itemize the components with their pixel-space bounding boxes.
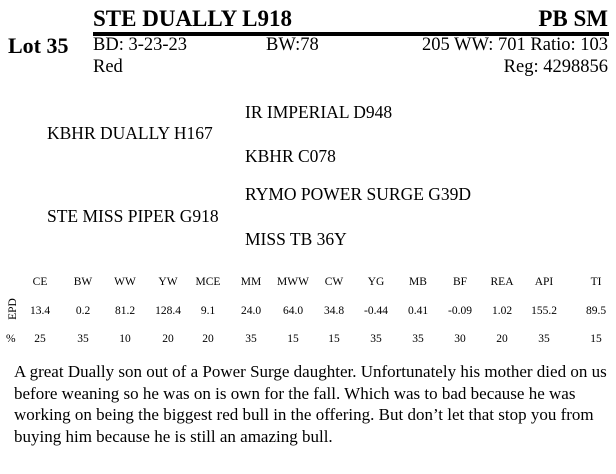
sire-dam: KBHR C078	[245, 146, 336, 166]
epd-trait-header: MM	[240, 276, 262, 288]
epd-percentile: 20	[496, 333, 508, 345]
epd-value: -0.44	[364, 305, 388, 317]
epd-trait-header: BF	[452, 276, 468, 288]
epd-percentile: 35	[538, 333, 550, 345]
epd-percentile: 35	[412, 333, 424, 345]
epd-percentile: 10	[119, 333, 131, 345]
epd-trait-header: API	[534, 276, 554, 288]
dam: STE MISS PIPER G918	[47, 206, 219, 226]
epd-value: 1.02	[491, 305, 513, 317]
epd-percentile: 30	[454, 333, 466, 345]
epd-trait-header: CW	[324, 276, 344, 288]
epd-trait-header: REA	[490, 276, 514, 288]
epd-value: 34.8	[323, 305, 345, 317]
epd-value: 9.1	[200, 305, 216, 317]
sire-sire: IR IMPERIAL D948	[245, 102, 393, 122]
epd-value: 81.2	[114, 305, 136, 317]
epd-trait-header: CE	[32, 276, 48, 288]
epd-trait-header: TI	[590, 276, 602, 288]
epd-value: 64.0	[282, 305, 304, 317]
epd-trait-header: MCE	[195, 276, 221, 288]
title-rule	[93, 32, 609, 36]
epd-trait-header: MWW	[277, 276, 309, 288]
epd-value: 24.0	[240, 305, 262, 317]
epd-percentile: 35	[370, 333, 382, 345]
breed-code: PB SM	[538, 6, 608, 31]
birth-weight: BW:78	[266, 35, 319, 55]
weaning-weight: 205 WW: 701 Ratio: 103	[421, 35, 608, 55]
lot-number: Lot 35	[8, 33, 69, 58]
epd-percentile: 20	[162, 333, 174, 345]
epd-trait-header: WW	[114, 276, 136, 288]
epd-percentile: 15	[328, 333, 340, 345]
epd-percentile: 35	[245, 333, 257, 345]
epd-percentile: 25	[34, 333, 46, 345]
epd-value: 155.2	[531, 305, 557, 317]
epd-percentile: 15	[287, 333, 299, 345]
epd-percentile: 20	[202, 333, 214, 345]
epd-value: 89.5	[585, 305, 607, 317]
animal-name: STE DUALLY L918	[93, 6, 292, 31]
sire: KBHR DUALLY H167	[47, 123, 213, 143]
color: Red	[93, 57, 123, 77]
epd-value: 0.2	[75, 305, 91, 317]
epd-value: 0.41	[407, 305, 429, 317]
epd-percentile: 15	[590, 333, 602, 345]
epd-percentile: 35	[77, 333, 89, 345]
dam-dam: MISS TB 36Y	[245, 229, 347, 249]
epd-value: 128.4	[155, 305, 181, 317]
dam-sire: RYMO POWER SURGE G39D	[245, 184, 472, 204]
pct-row-label: %	[6, 333, 16, 345]
epd-row-label: EPD	[6, 298, 19, 320]
epd-trait-header: YW	[158, 276, 178, 288]
epd-trait-header: BW	[73, 276, 93, 288]
epd-trait-header: YG	[367, 276, 385, 288]
epd-value: 13.4	[29, 305, 51, 317]
lot-description: A great Dually son out of a Power Surge …	[14, 362, 607, 446]
epd-value: -0.09	[448, 305, 472, 317]
birth-date: BD: 3-23-23	[93, 35, 188, 55]
epd-trait-header: MB	[409, 276, 427, 288]
registration: Reg: 4298856	[503, 57, 608, 77]
